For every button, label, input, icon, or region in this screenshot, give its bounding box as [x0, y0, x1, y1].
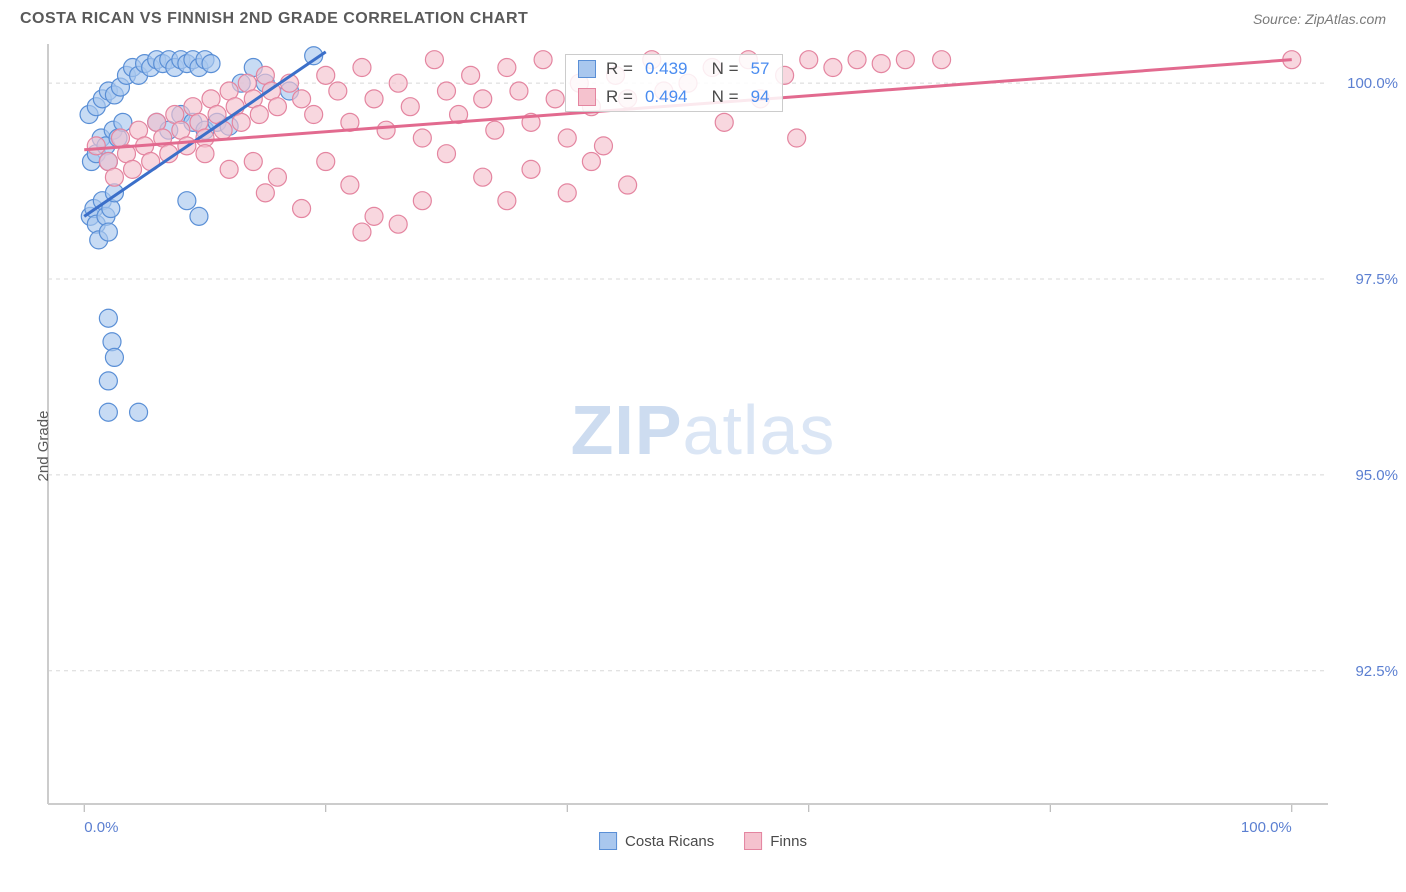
- svg-text:100.0%: 100.0%: [1347, 75, 1398, 92]
- correlation-stats-box: R = 0.439 N = 57 R = 0.494 N = 94: [565, 54, 783, 112]
- legend-swatch: [599, 832, 617, 850]
- chart-header: COSTA RICAN VS FINNISH 2ND GRADE CORRELA…: [0, 0, 1406, 36]
- series-swatch: [578, 88, 596, 106]
- svg-text:0.0%: 0.0%: [84, 819, 118, 836]
- svg-text:92.5%: 92.5%: [1355, 663, 1398, 680]
- svg-text:100.0%: 100.0%: [1241, 819, 1292, 836]
- legend-label: Finns: [770, 833, 807, 850]
- svg-text:97.5%: 97.5%: [1355, 271, 1398, 288]
- series-swatch: [578, 60, 596, 78]
- stats-row: R = 0.439 N = 57: [566, 55, 782, 83]
- scatter-plot-svg: 92.5% 95.0% 97.5% 100.0% 0.0% 100.0%: [0, 36, 1406, 856]
- chart-source: Source: ZipAtlas.com: [1253, 11, 1386, 27]
- legend-item: Costa Ricans: [599, 832, 714, 850]
- legend-swatch: [744, 832, 762, 850]
- chart-title: COSTA RICAN VS FINNISH 2ND GRADE CORRELA…: [20, 10, 528, 28]
- y-axis-label: 2nd Grade: [35, 411, 52, 482]
- legend-bottom: Costa Ricans Finns: [599, 832, 807, 850]
- chart-area: 2nd Grade ZIPatlas 92.5%95.0%97.5%100.0%…: [0, 36, 1406, 856]
- stats-row: R = 0.494 N = 94: [566, 83, 782, 111]
- legend-label: Costa Ricans: [625, 833, 714, 850]
- svg-text:95.0%: 95.0%: [1355, 467, 1398, 484]
- legend-item: Finns: [744, 832, 807, 850]
